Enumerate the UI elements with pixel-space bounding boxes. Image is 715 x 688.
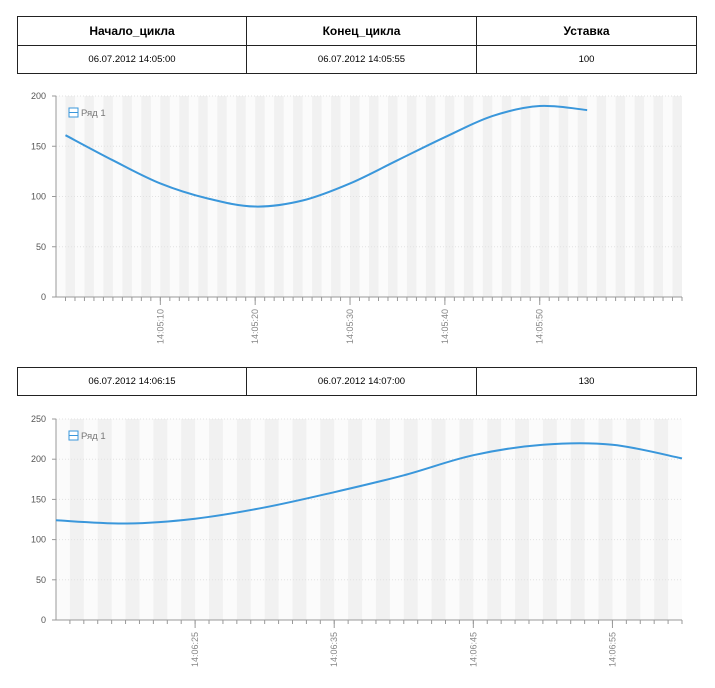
y-tick-label: 200 [31, 91, 46, 101]
x-tick-label: 14:06:55 [607, 632, 617, 667]
table-header-row: Начало_цикла Конец_цикла Уставка [17, 16, 697, 46]
grid-stripe [320, 419, 335, 620]
header-cycle-end: Конец_цикла [246, 16, 477, 46]
legend: Ряд 1 [68, 107, 106, 119]
grid-stripe [570, 419, 585, 620]
setpoint-cell: 100 [476, 45, 697, 74]
x-tick-label: 14:06:45 [468, 632, 478, 667]
grid-stripe [515, 419, 529, 620]
y-tick-label: 100 [31, 192, 46, 202]
x-tick-label: 14:05:50 [535, 309, 545, 344]
cycle-table-1: Начало_цикла Конец_цикла Уставка 06.07.2… [17, 16, 697, 74]
grid-stripes [69, 419, 669, 620]
x-tick-label: 14:06:35 [329, 632, 339, 667]
grid-stripe [153, 419, 168, 620]
grid-stripe [487, 419, 502, 620]
grid-stripe [103, 96, 113, 297]
grid-stripe [264, 419, 279, 620]
cycle-chart-1: 0 50 100 150 200 14:05:10 14:05:20 14:05:30 14:0… [31, 91, 683, 344]
header-cycle-start: Начало_цикла [17, 16, 247, 46]
grid-stripe [69, 419, 84, 620]
series-line [65, 104, 588, 208]
grid-stripe [577, 96, 588, 297]
grid-stripe [369, 96, 379, 297]
legend-label: Ряд 1 [81, 431, 106, 442]
cycle-start-cell: 06.07.2012 14:05:00 [17, 45, 247, 74]
legend-label: Ряд 1 [81, 108, 106, 119]
grid-stripe [236, 419, 251, 620]
grid-stripe [482, 96, 493, 297]
series-line [55, 442, 683, 525]
grid-stripe [348, 419, 363, 620]
grid-stripe [122, 96, 132, 297]
setpoint-cell: 130 [476, 367, 697, 396]
cycle-table-2: 06.07.2012 14:06:15 06.07.2012 14:07:00 … [17, 367, 697, 396]
grid-stripe [596, 96, 607, 297]
grid-stripe [539, 96, 550, 297]
legend-series-icon [68, 430, 79, 441]
grid-stripe [598, 419, 613, 620]
y-tick-label: 0 [41, 292, 46, 302]
grid-stripe [403, 419, 418, 620]
cycle-end-cell: 06.07.2012 14:05:55 [246, 45, 477, 74]
cycle-end-cell: 06.07.2012 14:07:00 [246, 367, 477, 396]
grid-stripe [125, 419, 140, 620]
cycle-chart-2: 0 50 100 150 200 250 14:06:25 14:06:35 14:06:45 1… [31, 414, 683, 667]
y-tick-label: 150 [31, 141, 46, 151]
grid-stripe [350, 96, 360, 297]
grid-stripe [406, 96, 417, 297]
y-tick-label: 50 [36, 575, 46, 585]
grid-stripe [179, 96, 189, 297]
x-tick-label: 14:05:40 [440, 309, 450, 344]
table-row: 06.07.2012 14:06:15 06.07.2012 14:07:00 … [17, 367, 697, 396]
x-tick-label: 14:06:25 [190, 632, 200, 667]
grid-stripe [431, 419, 446, 620]
grid-stripe [463, 96, 474, 297]
grid-stripe [236, 96, 246, 297]
plot-area [56, 419, 682, 620]
grid-stripe [209, 419, 223, 620]
grid-stripe [634, 96, 645, 297]
y-tick-label: 150 [31, 494, 46, 504]
cycle-start-cell: 06.07.2012 14:06:15 [17, 367, 247, 396]
grid-stripe [626, 419, 641, 620]
grid-stripe [160, 96, 170, 297]
x-tick-label: 14:05:30 [345, 309, 355, 344]
y-tick-label: 200 [31, 454, 46, 464]
grid-stripe [255, 96, 265, 297]
grid-stripe [425, 96, 436, 297]
y-tick-label: 50 [36, 242, 46, 252]
y-tick-label: 0 [41, 615, 46, 625]
grid-stripe [65, 96, 75, 297]
grid-stripe [653, 96, 664, 297]
x-tick-label: 14:05:10 [155, 309, 165, 344]
grid-stripe [97, 419, 112, 620]
x-tick-label: 14:05:20 [250, 309, 260, 344]
y-tick-label: 250 [31, 414, 46, 424]
legend-series-icon [68, 107, 79, 118]
y-tick-label: 100 [31, 535, 46, 545]
legend: Ряд 1 [68, 430, 106, 442]
header-setpoint: Уставка [476, 16, 697, 46]
table-row: 06.07.2012 14:05:00 06.07.2012 14:05:55 … [17, 45, 697, 74]
grid-stripe [292, 419, 307, 620]
grid-stripe [375, 419, 390, 620]
grid-stripe [293, 96, 303, 297]
grid-stripe [542, 419, 557, 620]
grid-stripe [654, 419, 669, 620]
grid-stripe [520, 96, 531, 297]
grid-stripe [459, 419, 474, 620]
